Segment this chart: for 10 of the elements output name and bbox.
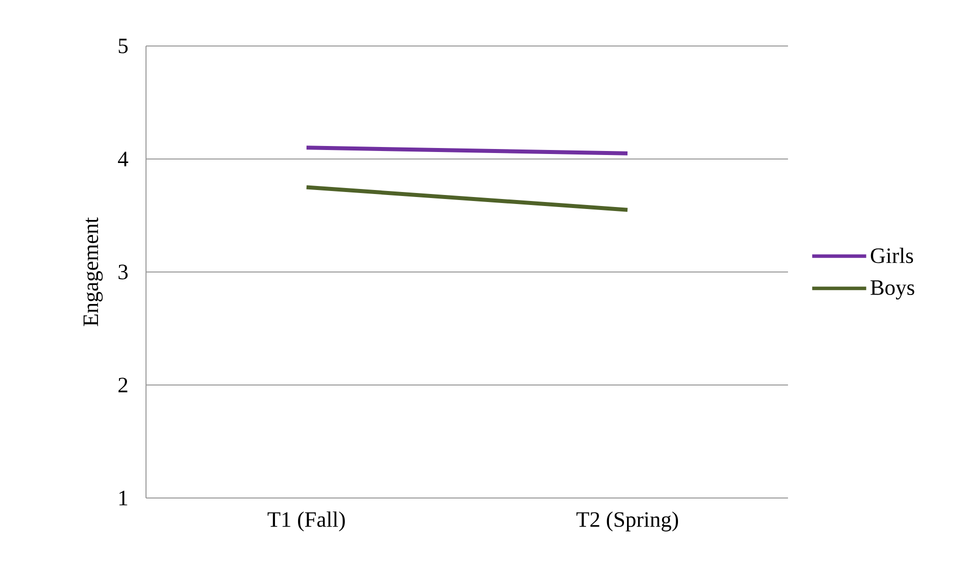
y-tick-label: 4	[118, 152, 128, 166]
x-tick-label: T1 (Fall)	[268, 512, 345, 532]
y-axis-title: Engagement	[84, 217, 103, 326]
legend-label: Girls	[870, 248, 913, 264]
y-tick-label: 2	[118, 378, 128, 392]
legend-label: Boys	[870, 280, 914, 300]
x-tick-label: T2 (Spring)	[576, 512, 678, 532]
y-tick-label: 3	[118, 264, 128, 280]
y-tick-label: 5	[118, 38, 128, 54]
y-tick-label: 1	[119, 490, 128, 506]
